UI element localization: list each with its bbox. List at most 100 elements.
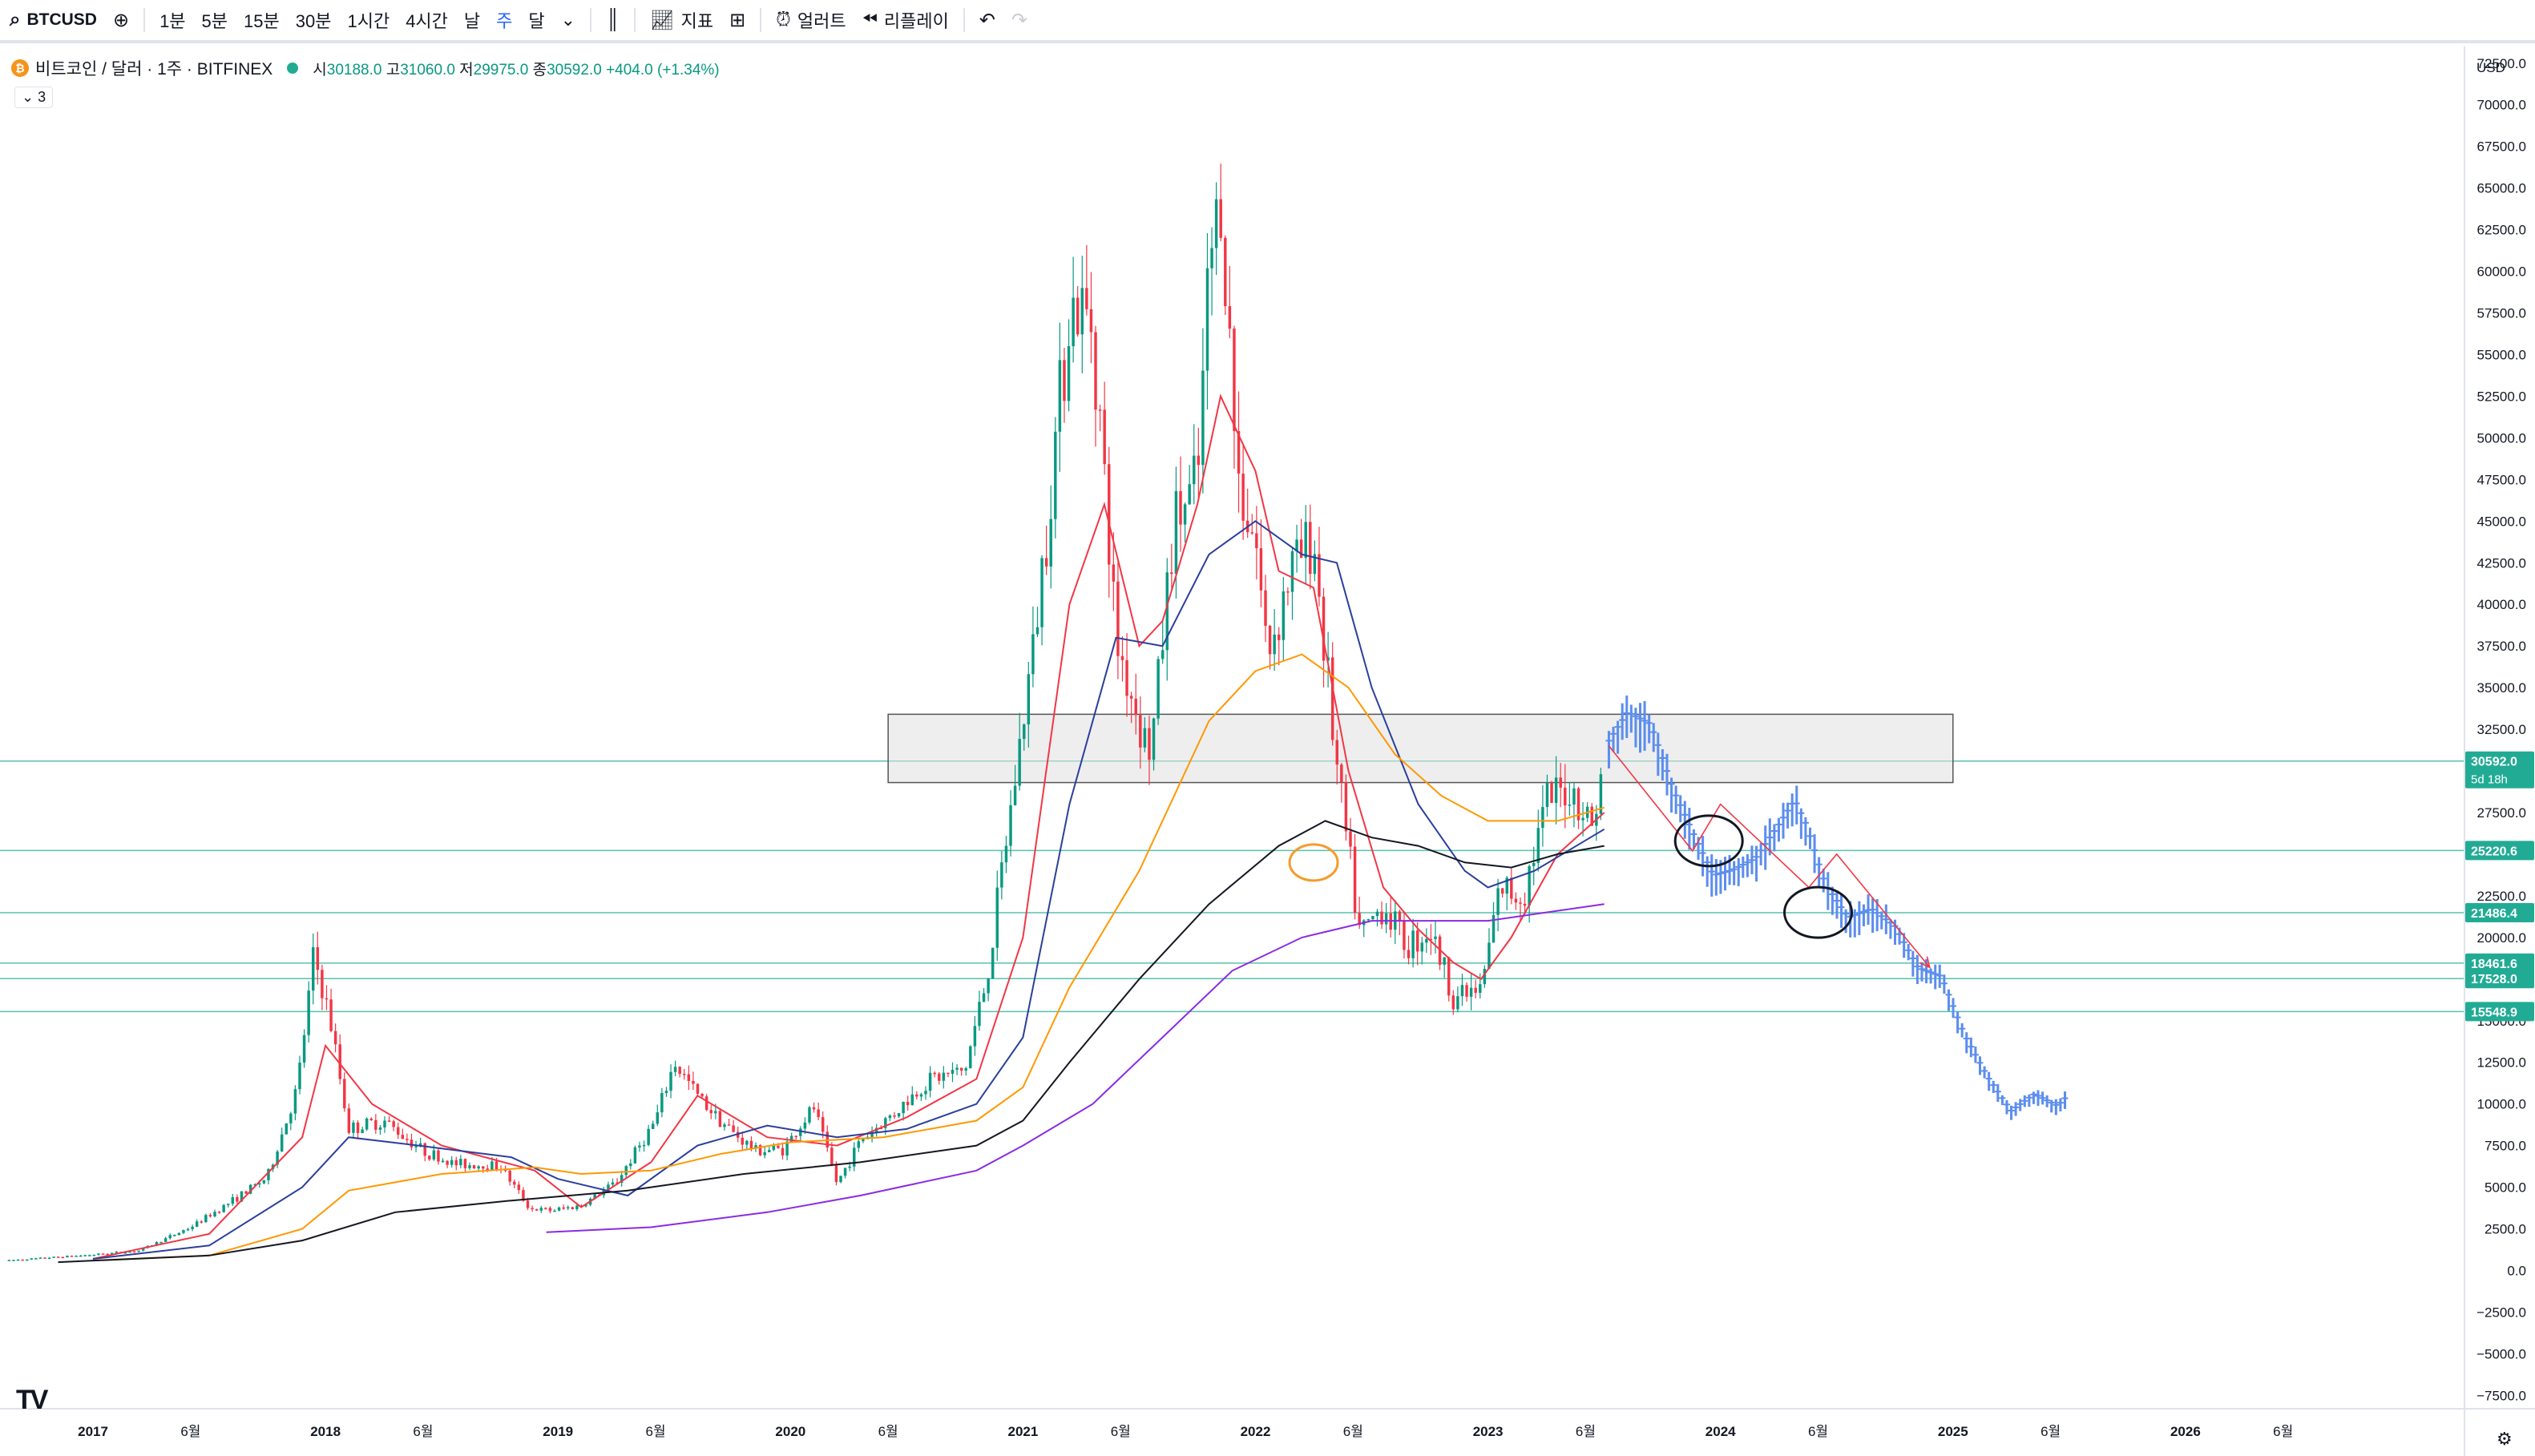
- candle-body: [432, 1150, 436, 1160]
- candle-body: [616, 1182, 619, 1184]
- interval-dropdown[interactable]: ⌄: [553, 0, 583, 42]
- interval-5m[interactable]: 5분: [201, 11, 228, 31]
- candle-body: [472, 1165, 476, 1169]
- candle-body: [1228, 306, 1232, 329]
- candle-body: [959, 1067, 963, 1071]
- time-axis[interactable]: 2017 6월 2018 6월 2019 6월 2020 6월 2021 6월 2022 6월 2023…: [78, 1424, 2293, 1439]
- candle-body: [924, 1091, 927, 1095]
- candle-body: [406, 1139, 409, 1140]
- candle-body: [1076, 297, 1080, 335]
- circle-drawings[interactable]: [1288, 814, 1854, 939]
- candle-body: [669, 1071, 672, 1091]
- candle-body: [142, 1248, 145, 1251]
- candle-body: [1210, 248, 1213, 268]
- undo-button[interactable]: ↶: [971, 0, 1003, 42]
- candle-body: [70, 1256, 74, 1257]
- symbol-search[interactable]: ⌕ BTCUSD: [0, 0, 105, 42]
- candle-body: [1398, 911, 1402, 922]
- candle-body: [1179, 490, 1182, 525]
- time-tick-label: 6월: [2041, 1424, 2061, 1439]
- price-tick-label: 37500.0: [2477, 639, 2526, 654]
- candle-body: [651, 1123, 655, 1129]
- tradingview-logo[interactable]: TV: [16, 1385, 48, 1415]
- interval-4h[interactable]: 4시간: [406, 11, 448, 31]
- candle-body: [414, 1146, 418, 1147]
- candle-body: [240, 1191, 244, 1202]
- time-tick-label: 6월: [1343, 1424, 1363, 1439]
- candle-body: [267, 1168, 270, 1180]
- candle-body: [97, 1253, 100, 1255]
- candle-body: [1188, 484, 1191, 505]
- interval-1m[interactable]: 1분: [159, 11, 186, 31]
- price-tick-label: 52500.0: [2477, 389, 2526, 404]
- interval-1h[interactable]: 1시간: [347, 11, 390, 31]
- zigzag-line[interactable]: [1608, 745, 1931, 968]
- candle-body: [57, 1256, 60, 1258]
- level-label-bg: [2465, 902, 2534, 922]
- candle-body: [1044, 558, 1048, 567]
- candle-body: [964, 1068, 967, 1071]
- time-tick-label: 6월: [413, 1424, 433, 1439]
- candle-body: [758, 1145, 762, 1156]
- candle-body: [1415, 930, 1419, 952]
- chevron-down-icon: ⌄: [22, 89, 34, 105]
- chart-type-button[interactable]: ║: [598, 0, 628, 42]
- plus-circle-icon: ⊕: [112, 9, 130, 31]
- candle-body: [262, 1180, 266, 1184]
- candle-body: [1152, 718, 1156, 760]
- legend-title[interactable]: 비트코인 / 달러 · 1주 · BITFINEX: [35, 60, 273, 79]
- symbol-label: BTCUSD: [26, 10, 97, 29]
- candle-body: [544, 1208, 547, 1209]
- indicators-button[interactable]: 📈︎ 지표: [642, 0, 721, 42]
- currency-label[interactable]: USD: [2476, 60, 2505, 75]
- market-status-dot: [287, 63, 299, 74]
- price-tick-label: 67500.0: [2477, 139, 2526, 155]
- resistance-rectangle[interactable]: [887, 713, 1954, 784]
- layouts-button[interactable]: ⊞: [721, 0, 753, 42]
- candle-body: [397, 1127, 400, 1135]
- legend-collapse-button[interactable]: ⌄ 3: [14, 87, 54, 108]
- interval-30m[interactable]: 30분: [295, 11, 332, 31]
- zigzag-drawing[interactable]: [1608, 745, 1931, 969]
- level-label: 21486.4: [2471, 907, 2517, 921]
- circle-annotation[interactable]: [1288, 843, 1339, 882]
- candle-body: [79, 1255, 83, 1257]
- candle-body: [754, 1145, 757, 1149]
- candle-body: [1072, 297, 1075, 347]
- candle-body: [647, 1128, 650, 1145]
- interval-month[interactable]: 달: [528, 11, 545, 31]
- candle-body: [902, 1102, 905, 1114]
- candle-body: [236, 1197, 239, 1202]
- time-tick-label: 6월: [878, 1424, 898, 1439]
- candle-body: [1233, 329, 1236, 431]
- candle-body: [52, 1256, 55, 1258]
- compare-button[interactable]: ⊕: [105, 0, 137, 42]
- alert-button[interactable]: ⏰︎ 얼러트: [768, 0, 854, 42]
- top-toolbar: ⌕ BTCUSD ⊕ 1분 5분 15분 30분 1시간 4시간 날 주 달 ⌄…: [0, 0, 2535, 43]
- circle-annotation[interactable]: [1783, 885, 1854, 939]
- circle-annotation[interactable]: [1673, 814, 1744, 868]
- candle-body: [1143, 728, 1147, 748]
- candle-body: [137, 1250, 140, 1252]
- candle-body: [307, 990, 310, 1035]
- legend-ohlc: 시30188.0 고31060.0 저29975.0 종30592.0 +404…: [313, 58, 719, 79]
- candle-body: [1318, 554, 1321, 597]
- candle-body: [566, 1207, 570, 1209]
- replay-button[interactable]: ⏪︎ 리플레이: [854, 0, 957, 42]
- candle-body: [1112, 564, 1116, 582]
- candle-body: [1134, 698, 1137, 716]
- candle-body: [25, 1259, 29, 1261]
- redo-icon: ↷: [1011, 9, 1028, 31]
- time-tick-label: 2023: [1473, 1424, 1504, 1439]
- interval-day[interactable]: 날: [463, 11, 481, 31]
- candle-body: [673, 1067, 677, 1072]
- candle-body: [1568, 805, 1572, 806]
- settings-gear-icon[interactable]: ⚙: [2497, 1429, 2513, 1449]
- resistance-box[interactable]: [887, 713, 1954, 784]
- interval-15m[interactable]: 15분: [244, 11, 280, 31]
- interval-week[interactable]: 주: [496, 11, 513, 31]
- price-chart[interactable]: 72500.0 70000.0 67500.0 65000.0 62500.0 60000…: [0, 46, 2535, 1456]
- candle-body: [973, 1026, 977, 1047]
- candle-body: [704, 1096, 708, 1111]
- redo-button[interactable]: ↷: [1003, 0, 1035, 42]
